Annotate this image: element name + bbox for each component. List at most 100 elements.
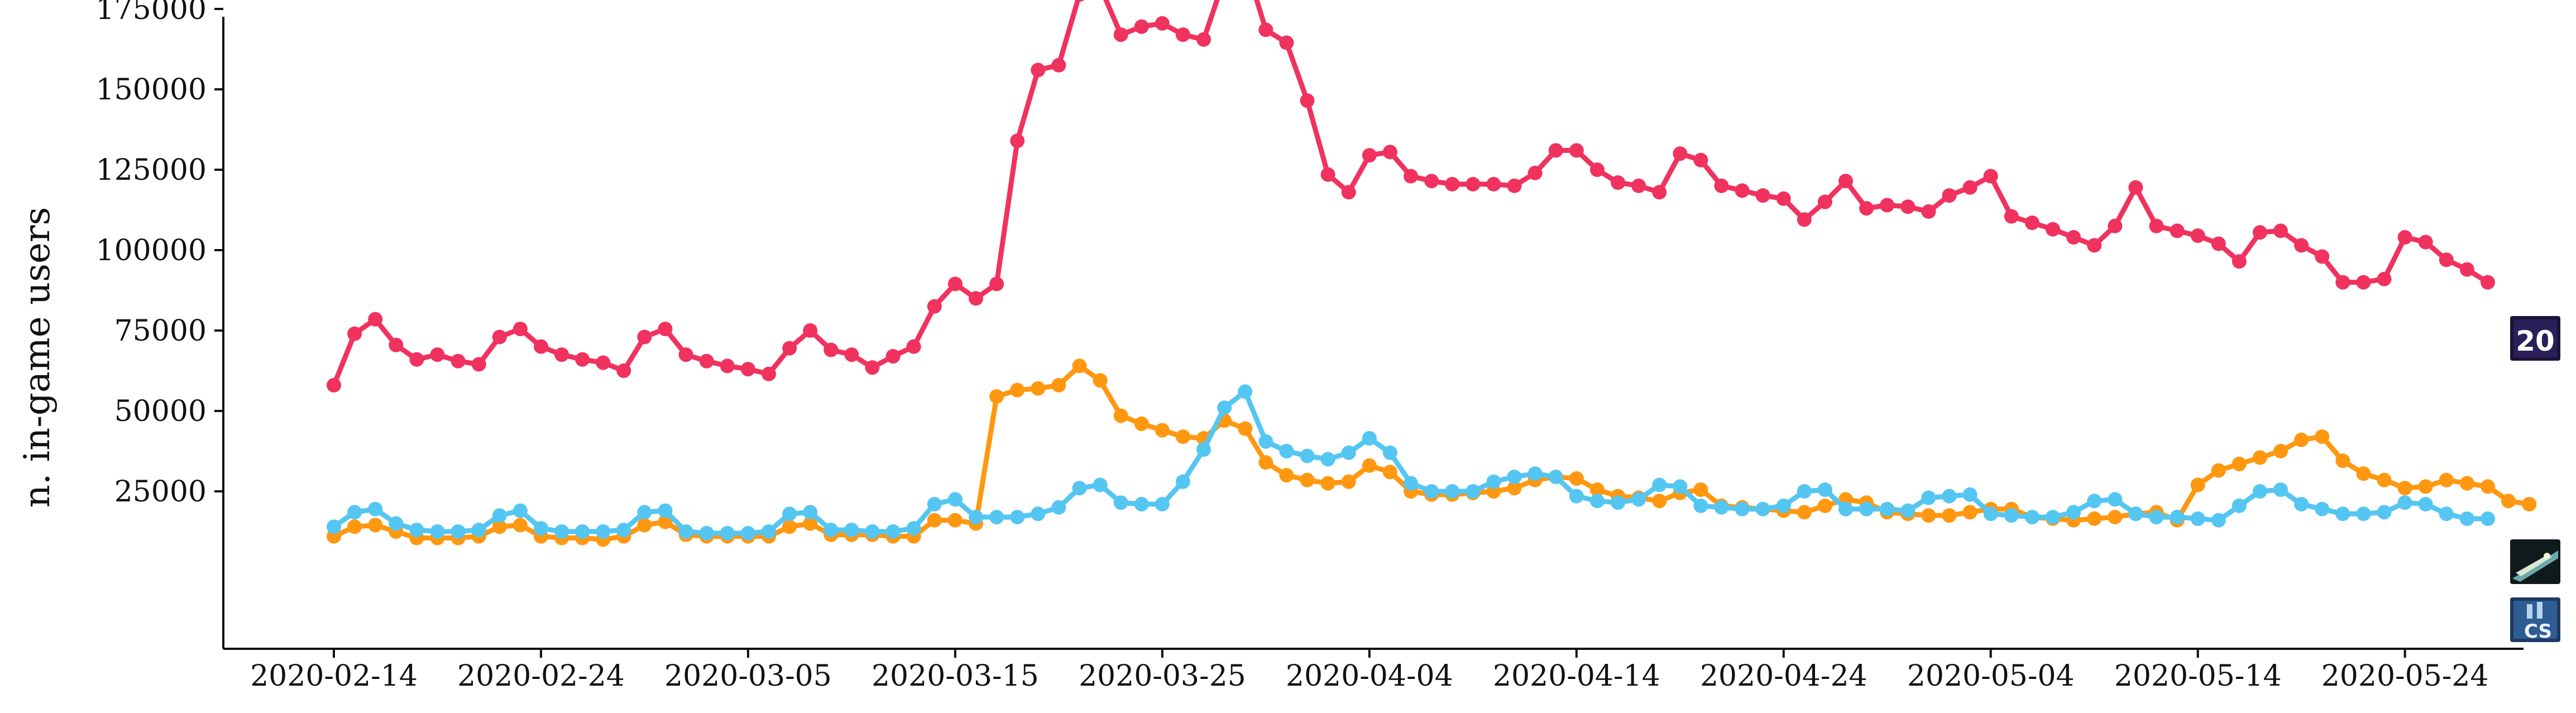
x-tick-label: 2020-03-25 <box>1079 659 1246 693</box>
data-point <box>1300 448 1315 463</box>
data-point <box>1548 143 1563 158</box>
data-point <box>2459 476 2474 491</box>
data-point <box>1382 465 1397 480</box>
data-point <box>1341 474 1356 489</box>
data-point <box>1466 484 1481 499</box>
x-tick-label: 2020-04-24 <box>1700 659 1868 693</box>
data-point <box>803 323 818 338</box>
data-point <box>409 352 424 367</box>
data-point <box>554 347 569 362</box>
data-point <box>2211 236 2226 251</box>
data-point <box>658 503 673 518</box>
data-point <box>2190 511 2205 526</box>
data-point <box>2066 230 2081 245</box>
data-point <box>1652 477 1667 492</box>
data-point <box>389 337 404 352</box>
data-point <box>1258 455 1273 470</box>
data-point <box>658 514 673 529</box>
data-point <box>1320 452 1335 467</box>
data-point <box>1652 494 1667 509</box>
data-point <box>906 339 921 354</box>
data-point <box>2356 506 2371 521</box>
data-point <box>1404 169 1418 184</box>
data-point <box>2315 249 2330 264</box>
data-point <box>1258 434 1273 449</box>
data-point <box>1093 373 1108 388</box>
data-point <box>1424 174 1439 189</box>
axes <box>222 17 2524 650</box>
data-point <box>1404 476 1418 491</box>
data-point <box>2232 498 2247 513</box>
data-point <box>865 360 880 375</box>
x-axis-ticks: 2020-02-14 2020-02-24 2020-03-05 2020-03-15… <box>250 649 2489 693</box>
data-point <box>1113 495 1128 510</box>
series-layer <box>327 0 2537 547</box>
data-point <box>989 510 1004 525</box>
data-point <box>1817 194 1832 209</box>
data-point <box>2252 450 2267 465</box>
data-point <box>1155 423 1170 438</box>
data-point <box>1175 474 1190 489</box>
data-point <box>2024 216 2039 230</box>
y-tick-label: 150000 <box>95 73 207 107</box>
data-point <box>2128 506 2143 521</box>
data-point <box>1217 400 1232 415</box>
data-point <box>699 525 714 540</box>
data-point <box>969 510 983 525</box>
data-point <box>554 524 569 539</box>
data-point <box>637 505 652 520</box>
data-point <box>1486 474 1501 489</box>
data-point <box>1279 444 1294 458</box>
data-point <box>2066 505 2081 520</box>
data-point <box>720 525 735 540</box>
data-point <box>1817 498 1832 513</box>
data-point <box>2024 510 2039 525</box>
data-point <box>1631 492 1646 507</box>
y-tick-label: 100000 <box>95 234 207 267</box>
data-point <box>1755 188 1770 203</box>
data-point <box>989 276 1004 291</box>
data-point <box>1942 489 1957 504</box>
data-point <box>2108 218 2123 233</box>
data-point <box>2128 180 2143 195</box>
data-point <box>2522 497 2537 511</box>
data-point <box>2418 235 2433 250</box>
data-point <box>1942 188 1957 203</box>
data-point <box>678 347 693 362</box>
data-point <box>1962 487 1978 502</box>
y-tick-label: 25000 <box>114 475 207 509</box>
data-point <box>2315 429 2330 444</box>
data-point <box>2335 453 2350 468</box>
x-tick-label: 2020-02-14 <box>250 659 418 693</box>
y-tick-label: 125000 <box>95 154 207 187</box>
data-point <box>782 341 797 356</box>
data-point <box>2418 479 2433 494</box>
data-point <box>1238 421 1253 436</box>
data-point <box>1569 471 1584 486</box>
data-point <box>2190 228 2205 243</box>
data-point <box>1942 508 1957 523</box>
data-point <box>1900 199 1916 214</box>
data-point <box>1300 472 1315 487</box>
data-point <box>1072 358 1087 374</box>
data-point <box>1921 204 1936 219</box>
data-point <box>596 355 611 370</box>
x-tick-label: 2020-04-14 <box>1493 659 1660 693</box>
data-point <box>2046 222 2060 237</box>
data-point <box>2170 223 2185 238</box>
data-point <box>1507 470 1522 485</box>
data-point <box>1507 178 1522 193</box>
data-point <box>492 519 507 534</box>
data-point <box>762 524 776 539</box>
data-point <box>1010 133 1025 149</box>
data-point <box>575 352 590 367</box>
x-tick-label: 2020-03-15 <box>872 659 1039 693</box>
data-point <box>1072 481 1087 496</box>
x-tick-label: 2020-05-24 <box>2321 659 2489 693</box>
data-point <box>1507 481 1522 496</box>
data-point <box>1859 501 1874 516</box>
data-point <box>2439 506 2454 521</box>
data-point <box>885 524 901 539</box>
data-point <box>1797 212 1812 227</box>
